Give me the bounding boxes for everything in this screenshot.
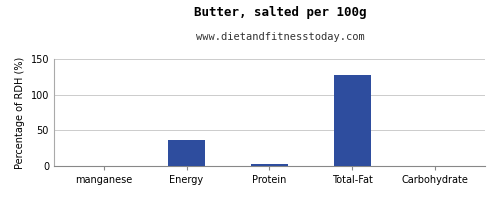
- Text: www.dietandfitnesstoday.com: www.dietandfitnesstoday.com: [196, 32, 364, 42]
- Bar: [168, 140, 205, 166]
- Y-axis label: Percentage of RDH (%): Percentage of RDH (%): [15, 56, 25, 169]
- Text: Butter, salted per 100g: Butter, salted per 100g: [194, 6, 366, 19]
- Bar: [334, 75, 371, 166]
- Bar: [251, 164, 288, 166]
